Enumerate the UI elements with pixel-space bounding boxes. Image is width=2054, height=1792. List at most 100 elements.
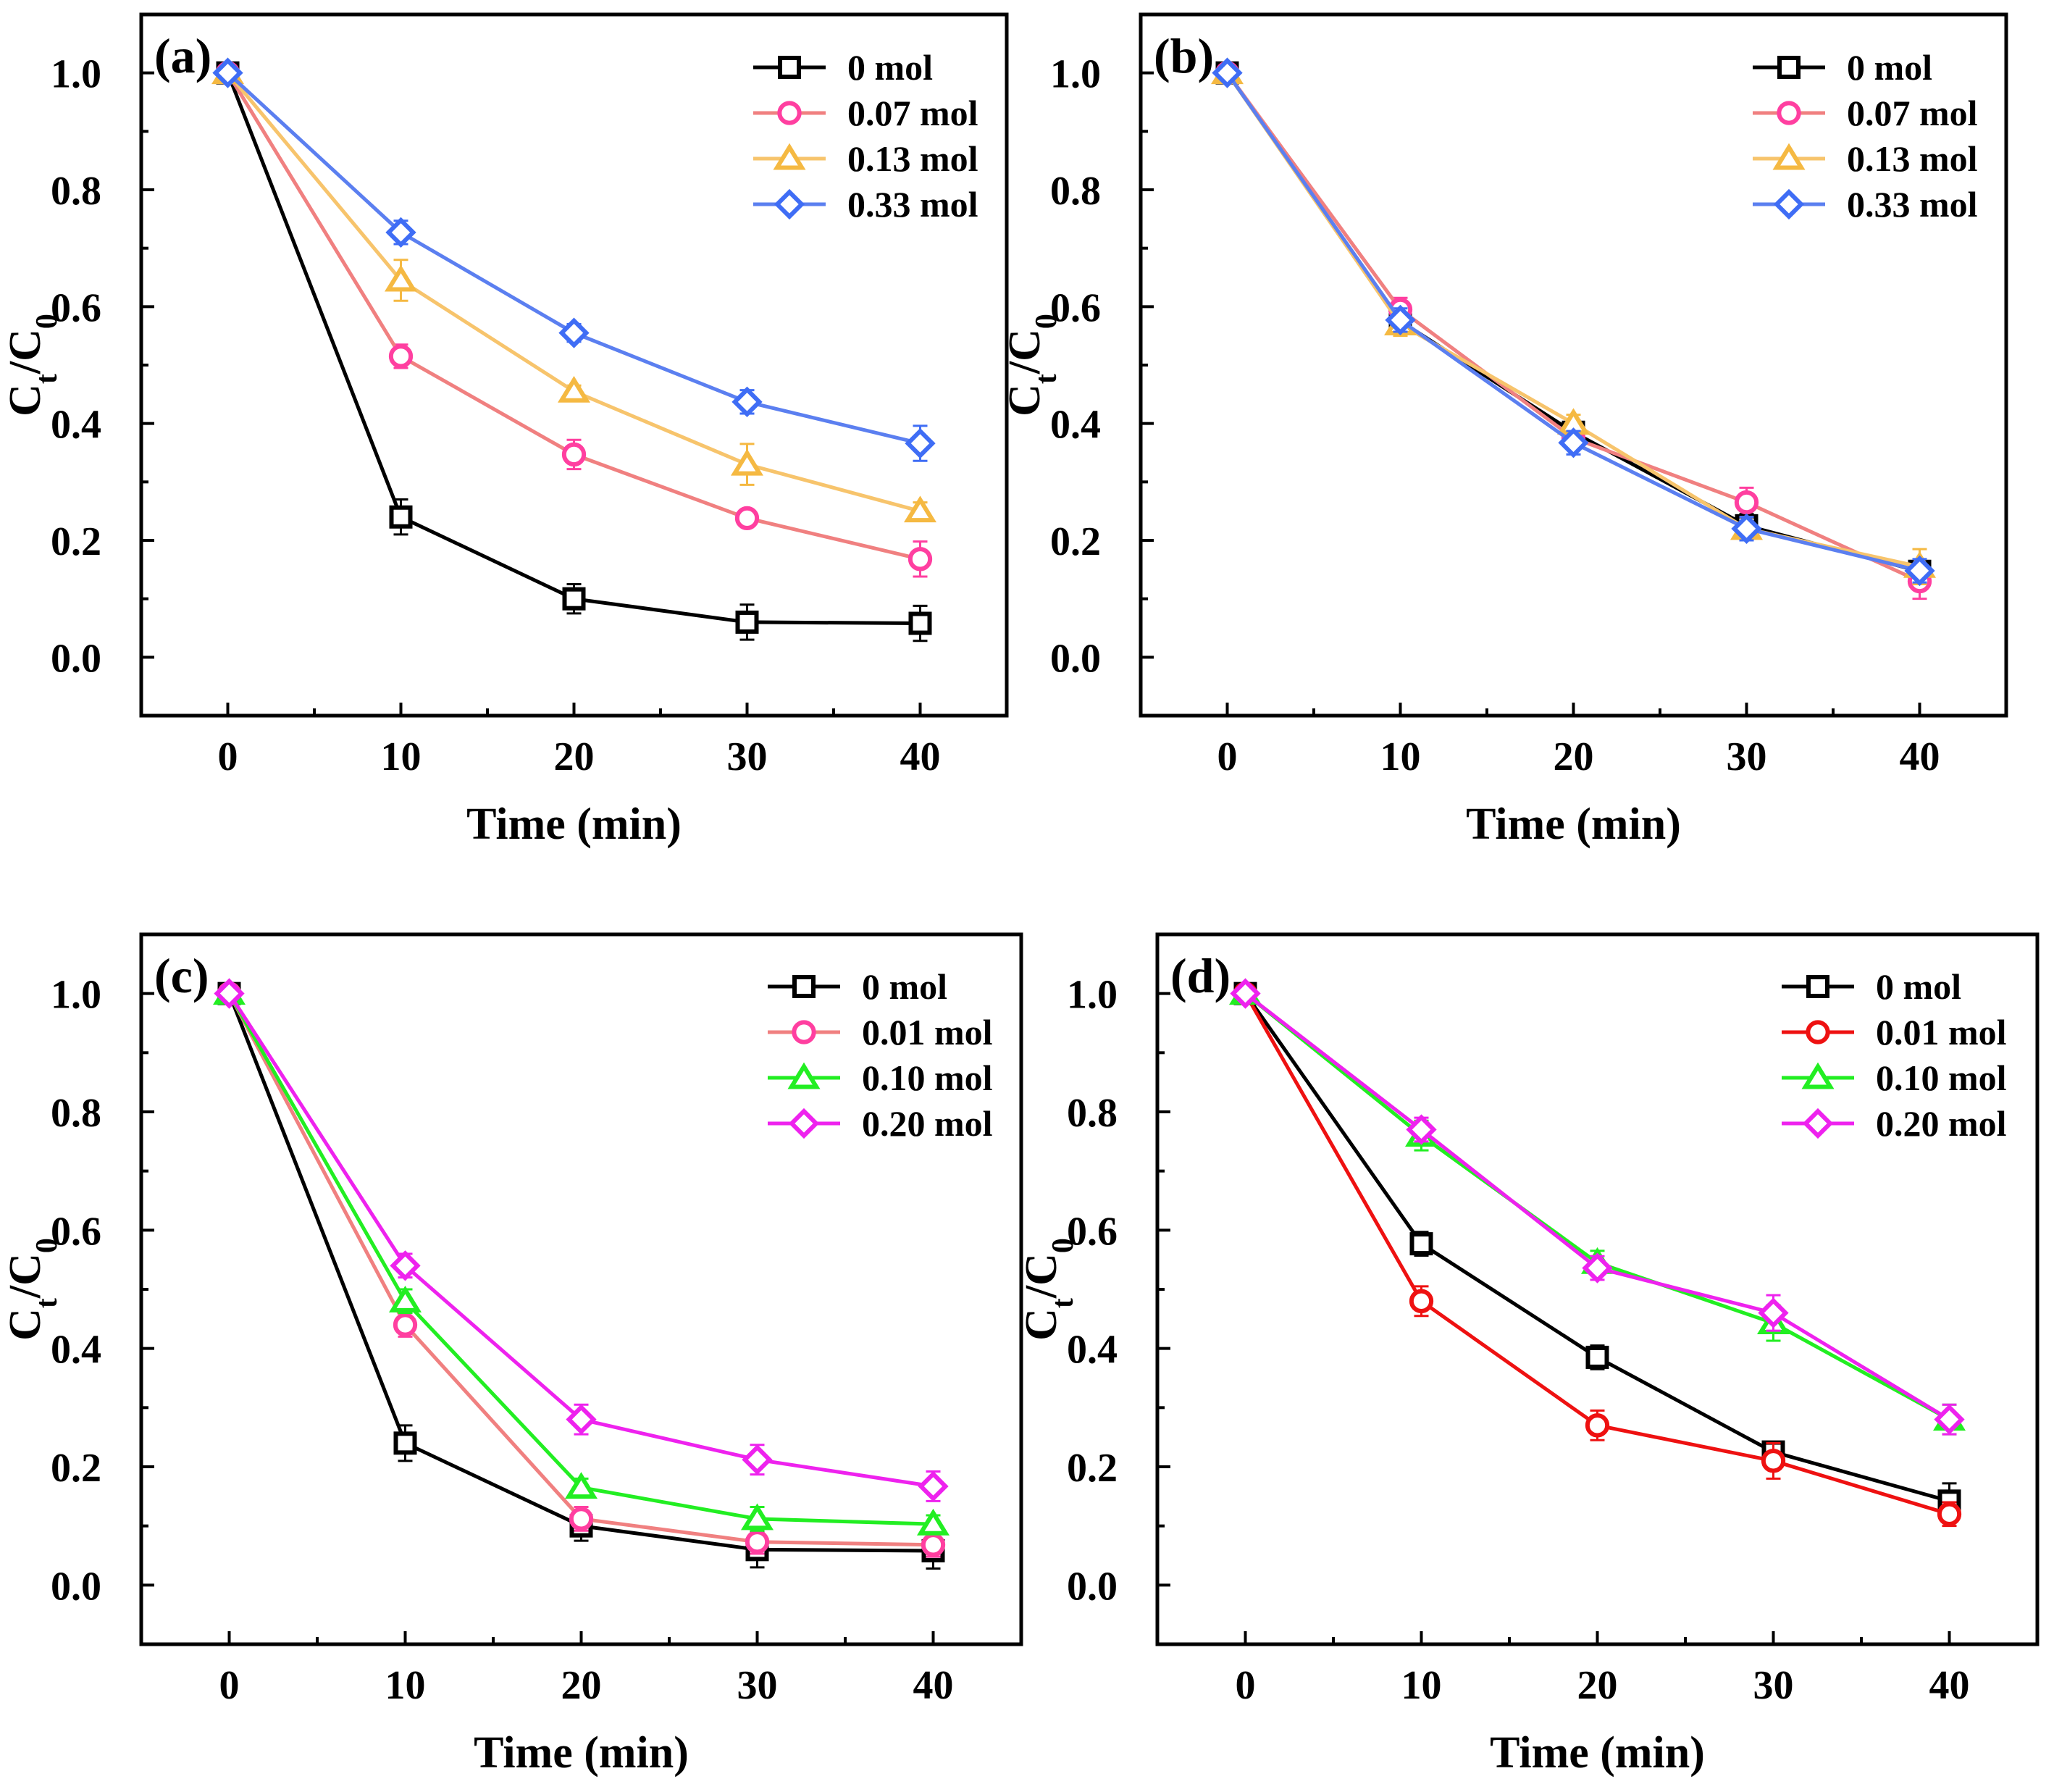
data-point (557, 375, 591, 403)
x-tick-label: 0 (218, 734, 238, 779)
legend-marker (1777, 56, 1801, 79)
x-axis-label: Time (min) (1466, 800, 1681, 849)
y-tick-label: 0.0 (1050, 636, 1101, 681)
series-0-mol (216, 61, 932, 642)
legend-marker (773, 143, 806, 170)
y-tick-label: 0.4 (1067, 1328, 1118, 1373)
series-line (1225, 72, 1921, 573)
legend-marker (1806, 975, 1829, 998)
legend-item: 0.33 mol (753, 184, 978, 225)
data-point (1734, 490, 1759, 515)
data-point (745, 1530, 770, 1554)
data-point (907, 547, 933, 571)
legend-marker (1801, 1062, 1835, 1089)
data-point (734, 506, 760, 530)
legend-label: 0.07 mol (1847, 93, 1978, 133)
data-point (918, 1470, 949, 1502)
legend-marker (1777, 101, 1801, 125)
x-tick-label: 10 (381, 734, 422, 779)
series-line (1225, 72, 1921, 569)
x-tick-label: 20 (554, 734, 595, 779)
x-tick-label: 20 (1554, 734, 1594, 779)
y-tick-label: 0.2 (51, 1446, 101, 1491)
chart-panel-c: 0 10 20 30 40 0.0 0.2 0.4 0.6 0.8 1.0 Time (min) Ct/… (1, 932, 1023, 1778)
legend-item: 0.20 mol (768, 1103, 993, 1144)
data-point (385, 217, 416, 248)
data-point (393, 1431, 417, 1455)
series-0-33-mol (1212, 57, 1935, 587)
series-0-10-mol (212, 978, 950, 1536)
y-tick-label: 0.8 (1067, 1091, 1118, 1136)
legend-label: 0.33 mol (1847, 184, 1978, 225)
legend-marker (787, 1062, 821, 1089)
y-tick-label: 0.8 (51, 1091, 101, 1136)
data-point (388, 344, 414, 369)
legend-item: 0.01 mol (768, 1012, 993, 1052)
chart-panel-d: 0 10 20 30 40 0.0 0.2 0.4 0.6 0.8 1.0 Time (min) Ct/… (1017, 932, 2040, 1778)
y-axis-label: Ct/C0 (1, 1238, 64, 1341)
y-tick-label: 1.0 (1067, 973, 1118, 1018)
legend-item: 0 mol (1753, 47, 1932, 88)
y-tick-label: 0.2 (1067, 1446, 1118, 1491)
data-point (740, 1503, 774, 1531)
panel-label: (b) (1154, 28, 1214, 83)
data-point (1409, 1232, 1433, 1256)
data-point (562, 587, 586, 611)
y-tick-label: 0.8 (1050, 169, 1101, 214)
x-axis-label: Time (min) (474, 1728, 689, 1778)
legend-item: 0.01 mol (1782, 1012, 2007, 1052)
y-axis-label: Ct/C0 (1000, 314, 1063, 416)
data-point (1758, 1297, 1789, 1328)
y-axis-label: Ct/C0 (1, 314, 64, 416)
legend-marker (1773, 188, 1805, 220)
data-point (1409, 1289, 1434, 1313)
data-point (390, 1250, 421, 1281)
legend-item: 0.10 mol (768, 1058, 993, 1098)
x-tick-label: 0 (1217, 734, 1238, 779)
legend-item: 0 mol (768, 966, 947, 1007)
legend-item: 0.33 mol (1753, 184, 1978, 225)
panel-label: (c) (154, 948, 209, 1003)
y-tick-label: 0.6 (51, 1209, 101, 1254)
x-tick-label: 40 (1900, 734, 1940, 779)
data-point (393, 1312, 418, 1337)
y-tick-label: 0.4 (51, 403, 101, 448)
data-point (1212, 57, 1243, 88)
legend-marker (1806, 1020, 1830, 1044)
data-point (569, 1507, 594, 1531)
x-tick-label: 30 (737, 1663, 778, 1708)
chart-panel-a: 0 10 20 30 40 0.0 0.2 0.4 0.6 0.8 1.0 Time (min) Ct/… (1, 12, 1009, 849)
data-point (732, 386, 763, 417)
legend-label: 0 mol (862, 966, 947, 1007)
legend-label: 0.33 mol (847, 184, 978, 225)
legend-label: 0.01 mol (862, 1012, 993, 1052)
data-point (388, 1285, 422, 1312)
x-tick-label: 10 (385, 1663, 426, 1708)
x-tick-label: 40 (900, 734, 941, 779)
x-tick-label: 30 (727, 734, 768, 779)
y-tick-label: 0.6 (1067, 1209, 1118, 1254)
legend-marker (1802, 1108, 1834, 1139)
data-point (916, 1508, 950, 1536)
legend-label: 0.10 mol (1876, 1058, 2007, 1098)
series-line (226, 72, 921, 561)
legend-item: 0 mol (1782, 966, 1961, 1007)
data-point (735, 610, 759, 634)
legend-label: 0.01 mol (1876, 1012, 2007, 1052)
legend-marker (792, 975, 816, 998)
data-point (742, 1444, 773, 1475)
data-point (1558, 427, 1589, 459)
data-point (1582, 1252, 1613, 1284)
panel-label: (a) (154, 28, 211, 83)
data-point (1230, 978, 1261, 1009)
series-0-20-mol (214, 978, 949, 1502)
y-tick-label: 0.2 (1050, 519, 1101, 564)
data-point (1934, 1404, 1965, 1435)
data-point (1406, 1114, 1437, 1145)
legend-marker (777, 101, 802, 125)
data-point (1904, 555, 1935, 587)
data-point (1761, 1449, 1786, 1473)
legend-item: 0.20 mol (1782, 1103, 2007, 1144)
y-tick-label: 0.0 (51, 1564, 101, 1609)
legend-label: 0.20 mol (862, 1103, 993, 1144)
